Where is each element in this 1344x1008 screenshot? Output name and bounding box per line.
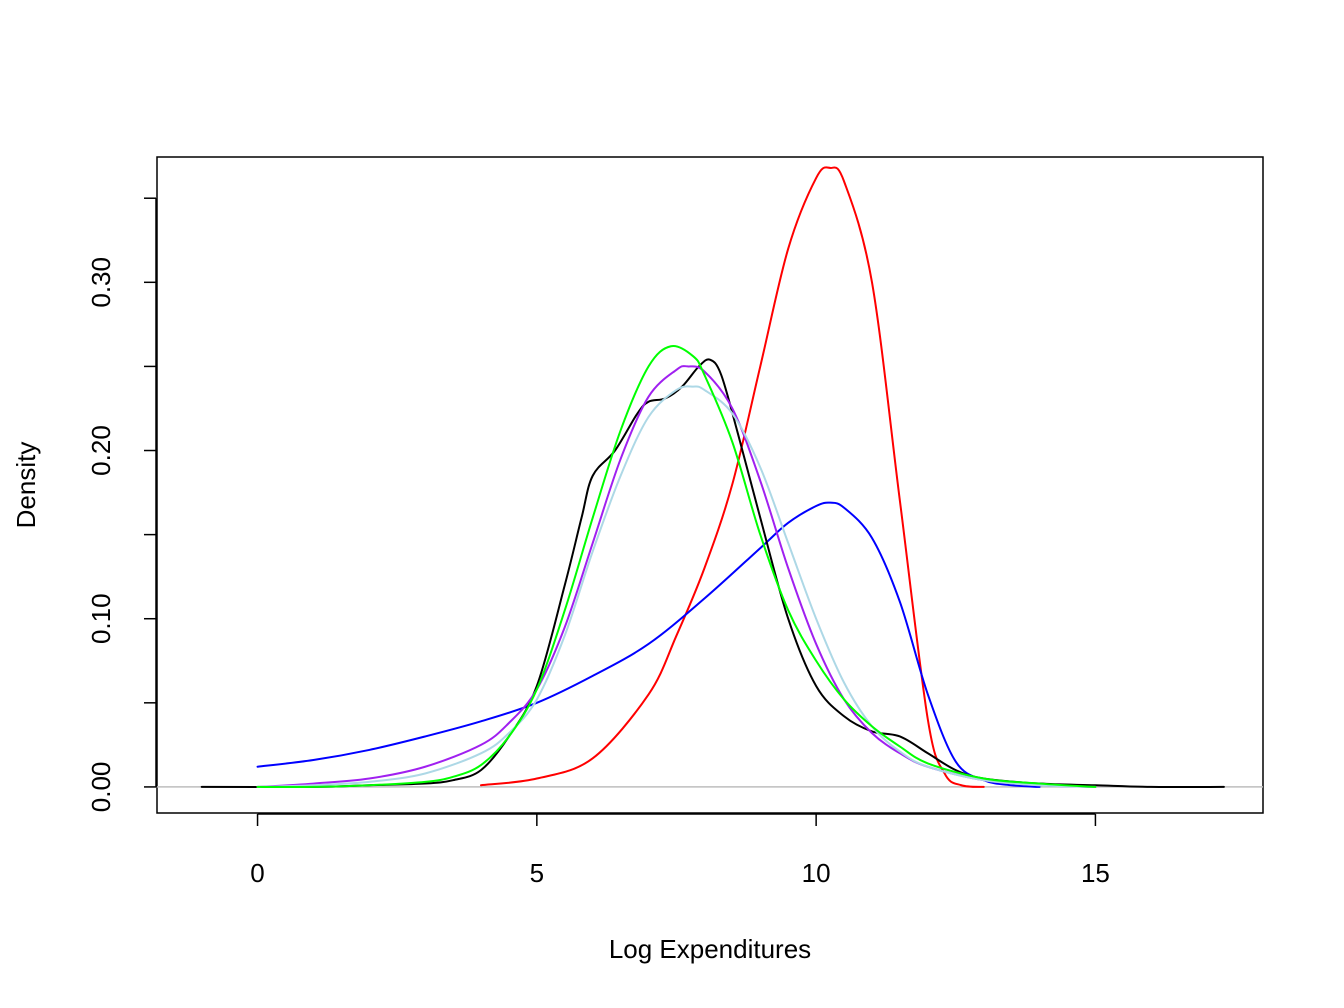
density-series-3: [200, 358, 1225, 789]
x-axis-title: Log Expenditures: [609, 934, 811, 964]
x-tick-label: 15: [1081, 858, 1110, 888]
density-series-2: [256, 501, 1041, 788]
y-tick-label: 0.00: [86, 762, 116, 813]
y-tick-label: 0.10: [86, 593, 116, 644]
series-layer: [200, 166, 1225, 789]
density-series-5: [256, 385, 1097, 788]
plot-frame: [156, 156, 1264, 814]
y-tick-label: 0.20: [86, 425, 116, 476]
y-tick-label: 0.30: [86, 257, 116, 308]
x-tick-label: 5: [530, 858, 544, 888]
x-tick-label: 10: [802, 858, 831, 888]
density-series-4: [256, 365, 1097, 788]
y-axis-title: Density: [11, 442, 41, 529]
y-axis: 0.00 0.10 0.20 0.30: [86, 197, 157, 813]
x-tick-label: 0: [250, 858, 264, 888]
density-series-1: [479, 166, 985, 788]
x-axis: 0 5 10 15: [250, 813, 1110, 888]
density-series-6: [256, 344, 1097, 789]
